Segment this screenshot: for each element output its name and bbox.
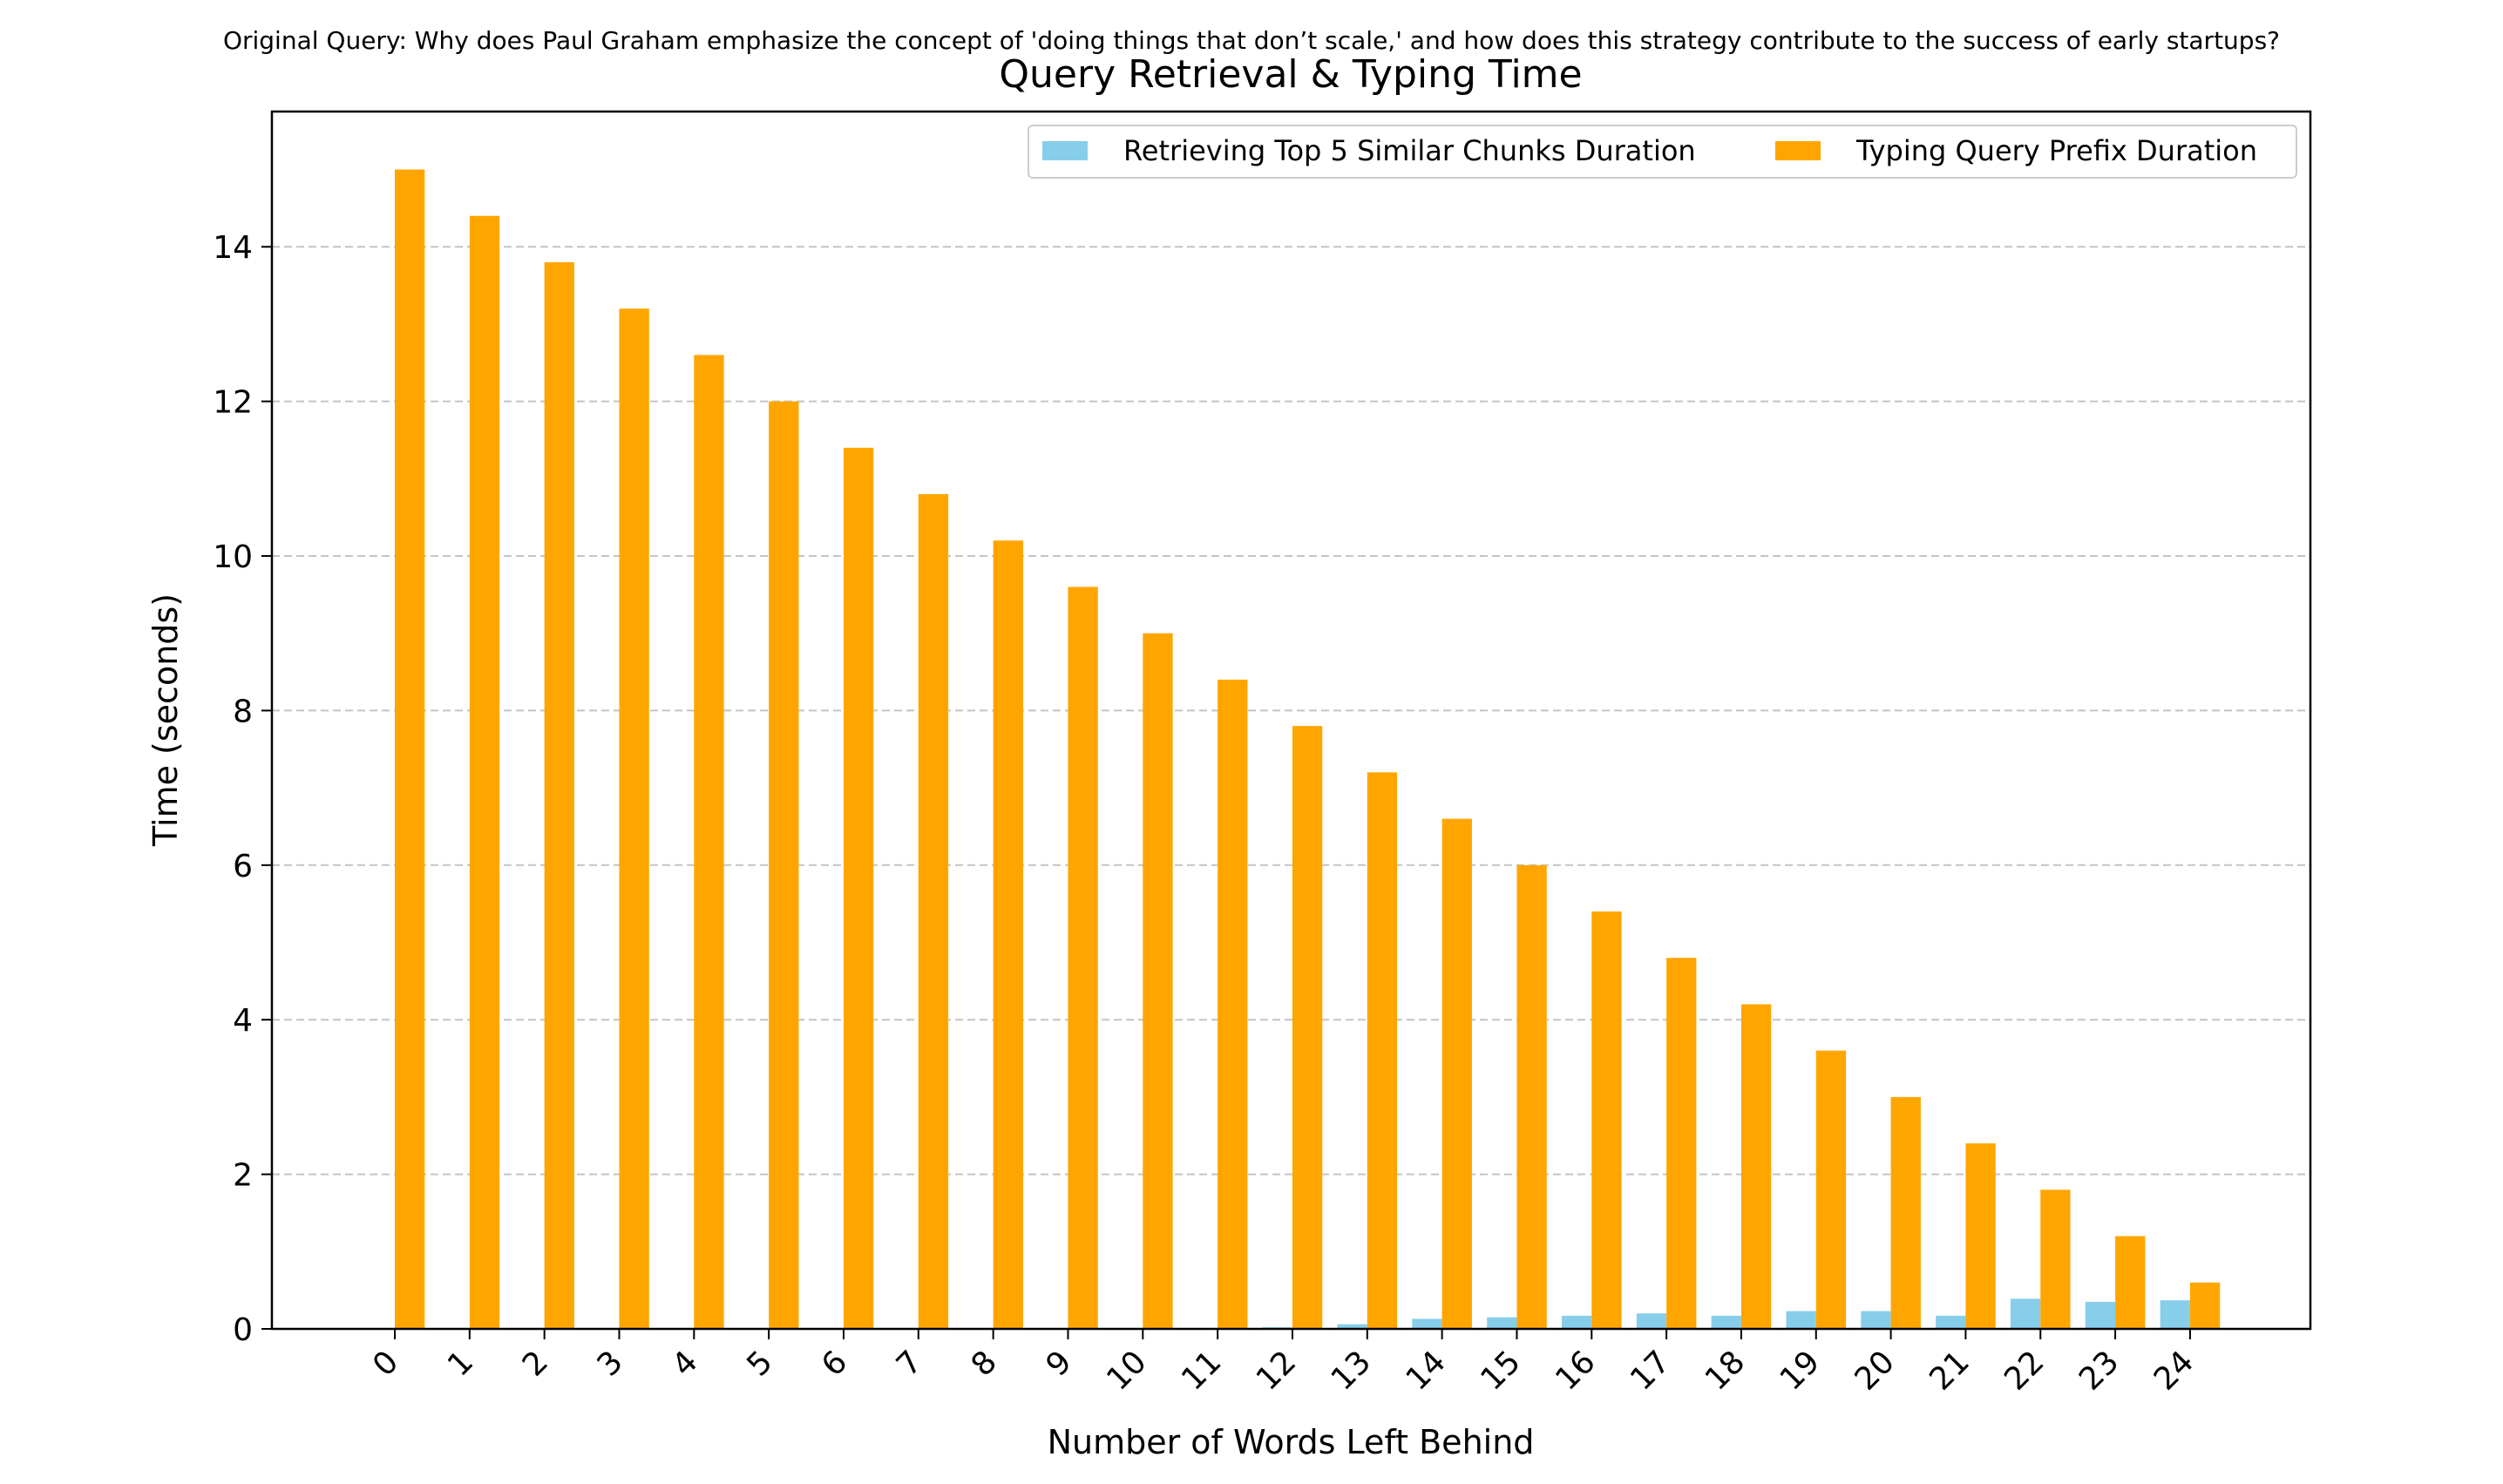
- bar-retrieval: [1487, 1317, 1517, 1329]
- y-tick-label: 10: [213, 539, 253, 575]
- bar-retrieval: [2010, 1298, 2041, 1329]
- bar-typing: [1965, 1143, 1996, 1329]
- plot-area-frame: [270, 110, 2312, 1331]
- bar-retrieval: [2085, 1301, 2116, 1329]
- bar-typing: [1292, 726, 1323, 1329]
- bar-retrieval: [1786, 1311, 1816, 1329]
- bar-typing: [544, 261, 574, 1329]
- bar-retrieval: [1636, 1313, 1667, 1329]
- x-axis-label: Number of Words Left Behind: [1048, 1423, 1535, 1461]
- y-tick-label: 14: [213, 230, 253, 266]
- legend-label-typing: Typing Query Prefix Duration: [1855, 134, 2257, 167]
- bar-typing: [469, 215, 500, 1329]
- bar-typing: [1591, 911, 1622, 1329]
- y-tick-label: 2: [233, 1158, 253, 1194]
- bar-typing: [769, 401, 799, 1330]
- y-tick-label: 8: [233, 694, 253, 729]
- y-axis: 0 2 4 6 8 10 12 14: [213, 230, 272, 1348]
- bar-typing: [993, 540, 1023, 1329]
- bar-retrieval: [1711, 1315, 1741, 1329]
- bar-typing: [1516, 864, 1547, 1329]
- legend-frame: [1028, 125, 2297, 179]
- bar-typing: [1815, 1050, 1847, 1329]
- bar-typing: [395, 169, 425, 1329]
- legend-label-retrieval: Retrieving Top 5 Similar Chunks Duration: [1123, 134, 1696, 167]
- bar-retrieval: [1337, 1324, 1367, 1329]
- bar-typing: [1068, 586, 1098, 1329]
- bar-typing: [1441, 818, 1472, 1329]
- bar-typing: [1666, 958, 1697, 1329]
- bar-retrieval: [1861, 1311, 1891, 1329]
- y-tick-label: 12: [213, 385, 253, 421]
- bar-typing: [2115, 1236, 2146, 1329]
- bars: [395, 169, 2221, 1330]
- bar-typing: [843, 447, 874, 1329]
- bar-typing: [1218, 679, 1248, 1329]
- y-tick-label: 0: [233, 1312, 253, 1348]
- legend-swatch-typing: [1775, 141, 1821, 160]
- chart-title: Query Retrieval & Typing Time: [999, 52, 1582, 97]
- legend: Retrieving Top 5 Similar Chunks Duration…: [1028, 125, 2297, 179]
- y-tick-label: 6: [233, 849, 253, 884]
- bar-typing: [918, 494, 949, 1329]
- y-axis-label: Time (seconds): [146, 593, 185, 847]
- bar-retrieval: [1561, 1315, 1592, 1329]
- bar-typing: [1143, 633, 1173, 1329]
- bar-typing: [2040, 1189, 2071, 1329]
- bar-typing: [1740, 1004, 1772, 1329]
- bar-typing: [694, 355, 724, 1329]
- bar-typing: [1890, 1096, 1921, 1329]
- legend-swatch-retrieval: [1042, 141, 1088, 160]
- y-tick-label: 4: [233, 1003, 253, 1039]
- grid-lines: [272, 246, 2310, 1176]
- bar-retrieval: [1412, 1318, 1442, 1329]
- bar-retrieval: [1936, 1315, 1966, 1329]
- bar-typing: [619, 308, 649, 1330]
- bar-typing: [1367, 772, 1398, 1329]
- bar-retrieval: [2160, 1300, 2190, 1329]
- bar-typing: [2189, 1282, 2221, 1329]
- figure-suptitle: Original Query: Why does Paul Graham emp…: [223, 26, 2280, 55]
